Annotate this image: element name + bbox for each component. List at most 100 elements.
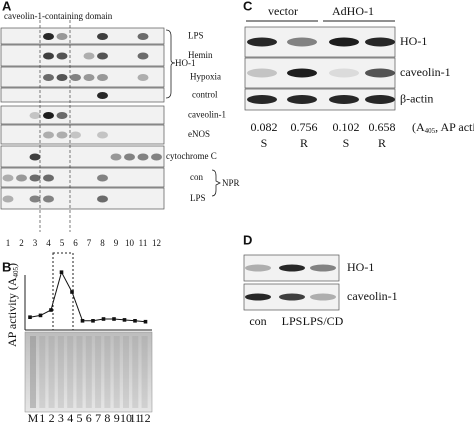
y-label-text: AP activity (A: [5, 277, 19, 347]
gel-lane: [39, 336, 46, 408]
row-label: caveolin-1: [188, 110, 226, 120]
blot-strip: [0, 27, 165, 45]
band: [110, 153, 122, 161]
band: [287, 37, 317, 47]
gel-lane: [104, 336, 111, 408]
row-label: β-actin: [400, 91, 433, 105]
band: [137, 33, 149, 40]
band: [43, 174, 54, 182]
band: [56, 131, 68, 139]
band: [279, 293, 305, 301]
data-point: [49, 308, 53, 312]
value-label: 0.102: [333, 120, 360, 134]
lane-label: 9: [114, 411, 120, 425]
lane-label: 1: [39, 411, 45, 425]
blot-strips: HO-1 caveolin-1 β-actin 0.082 S 0.756 R 0.102 S 0…: [244, 26, 451, 150]
row-label: control: [192, 90, 218, 100]
blot-strip: [0, 167, 165, 188]
lane-label: 5: [77, 411, 83, 425]
panel-title: caveolin-1-containing domain: [4, 11, 113, 21]
lane-label: 11: [139, 238, 148, 248]
group-label: AdHO-1: [332, 4, 374, 18]
blot-strips: HO-1 caveolin-1 con LPS LPS/CD: [243, 254, 398, 328]
band: [43, 112, 54, 119]
band: [56, 112, 68, 119]
lane-label: 8: [104, 411, 110, 425]
panel-label: A: [2, 0, 12, 13]
gel-lane: [48, 336, 55, 408]
gel-lane: [85, 336, 92, 408]
lane-label: LPS: [282, 314, 303, 328]
band: [245, 264, 271, 272]
band: [287, 95, 317, 104]
band: [137, 153, 149, 161]
band: [43, 52, 54, 60]
band: [365, 68, 395, 78]
lane-label: con: [249, 314, 266, 328]
gel-lane: [123, 336, 129, 408]
band: [2, 195, 14, 203]
lane-label: 10: [125, 238, 135, 248]
unit-label: (A405, AP activity): [412, 120, 474, 135]
band: [43, 74, 54, 81]
gel-lane: [67, 336, 74, 408]
unit-sub: 405: [425, 127, 436, 135]
band: [247, 95, 277, 104]
value-label: 0.756: [291, 120, 318, 134]
lane-label: 4: [67, 411, 73, 425]
gel-lane: [113, 336, 120, 408]
data-point: [91, 319, 95, 323]
band: [329, 37, 359, 47]
row-label: caveolin-1: [347, 289, 398, 303]
band: [279, 264, 305, 272]
band: [151, 153, 162, 161]
group-label: vector: [268, 4, 298, 18]
data-point: [112, 317, 116, 321]
band: [310, 293, 336, 301]
lane-label: 8: [100, 238, 105, 248]
panel-label: B: [2, 259, 11, 274]
row-label: LPS: [188, 31, 204, 41]
blot-strip: [0, 124, 165, 145]
gel-lane: [132, 336, 139, 408]
unit-text: (A: [412, 120, 425, 134]
data-point: [122, 318, 127, 322]
data-point: [101, 317, 106, 321]
lane-label: 5: [60, 238, 65, 248]
value-label: 0.658: [369, 120, 396, 134]
row-label: cytochrome C: [166, 151, 217, 161]
lane-label: 9: [114, 238, 119, 248]
band: [287, 68, 317, 78]
lane-label: 7: [95, 411, 101, 425]
band: [97, 174, 108, 182]
gel-lane: [57, 336, 64, 408]
blot-strip: [0, 105, 165, 125]
row-label: Hemin: [188, 50, 213, 60]
panel-label: C: [243, 0, 253, 13]
data-line: [29, 270, 146, 323]
band: [97, 33, 108, 40]
gel-image: [24, 331, 153, 413]
band: [16, 174, 27, 182]
data-point: [80, 319, 85, 323]
band: [43, 195, 54, 203]
lane-label: 2: [19, 238, 24, 248]
lane-label: 10: [120, 411, 132, 425]
blot-strip: [0, 187, 165, 210]
band: [329, 68, 359, 78]
band: [29, 174, 41, 182]
gel-lane: [30, 336, 36, 408]
row-label: con: [190, 172, 203, 182]
row-label: LPS: [190, 193, 206, 203]
blot-strips: LPS Hemin Hypoxia control caveolin-1 eNOS cyto…: [0, 27, 226, 248]
band: [2, 174, 14, 182]
lane-label: 4: [46, 238, 51, 248]
band: [97, 195, 108, 203]
row-label: Hypoxia: [190, 72, 221, 82]
lane-label: 3: [58, 411, 64, 425]
band: [29, 195, 41, 203]
data-point: [28, 315, 32, 319]
y-label-text: ): [5, 263, 19, 267]
band: [247, 68, 277, 78]
fraction-letter: R: [378, 136, 386, 150]
